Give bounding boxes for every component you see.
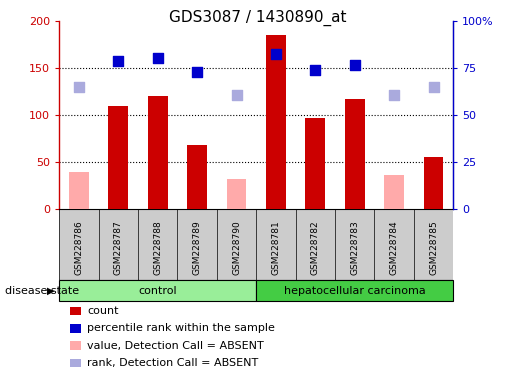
Text: disease state: disease state xyxy=(5,286,79,296)
Point xyxy=(153,55,162,61)
Text: hepatocellular carcinoma: hepatocellular carcinoma xyxy=(284,286,425,296)
Text: GSM228786: GSM228786 xyxy=(75,220,83,275)
Bar xyxy=(148,96,167,209)
Point xyxy=(232,91,241,98)
Text: ▶: ▶ xyxy=(46,286,54,296)
Point xyxy=(272,51,280,57)
Text: GSM228787: GSM228787 xyxy=(114,220,123,275)
Bar xyxy=(69,172,89,209)
Bar xyxy=(266,35,286,209)
Text: control: control xyxy=(139,286,177,296)
Bar xyxy=(227,179,246,209)
Point xyxy=(351,62,359,68)
Bar xyxy=(109,106,128,209)
Text: value, Detection Call = ABSENT: value, Detection Call = ABSENT xyxy=(87,341,264,351)
Point xyxy=(193,69,201,75)
Text: GSM228788: GSM228788 xyxy=(153,220,162,275)
Text: GSM228781: GSM228781 xyxy=(271,220,280,275)
Text: percentile rank within the sample: percentile rank within the sample xyxy=(87,323,275,333)
Text: count: count xyxy=(87,306,118,316)
Text: GDS3087 / 1430890_at: GDS3087 / 1430890_at xyxy=(169,10,346,26)
Text: GSM228789: GSM228789 xyxy=(193,220,201,275)
Point xyxy=(75,84,83,90)
Bar xyxy=(256,280,453,301)
Bar xyxy=(424,157,443,209)
Point xyxy=(114,58,123,64)
Bar xyxy=(305,118,325,209)
Bar xyxy=(384,175,404,209)
Bar xyxy=(345,99,365,209)
Bar xyxy=(187,145,207,209)
Point xyxy=(430,84,438,90)
Point xyxy=(311,67,319,73)
Text: GSM228782: GSM228782 xyxy=(311,220,320,275)
Text: GSM228783: GSM228783 xyxy=(350,220,359,275)
Bar xyxy=(59,280,256,301)
Text: GSM228785: GSM228785 xyxy=(429,220,438,275)
Text: GSM228790: GSM228790 xyxy=(232,220,241,275)
Point xyxy=(390,91,398,98)
Text: GSM228784: GSM228784 xyxy=(390,220,399,275)
Text: rank, Detection Call = ABSENT: rank, Detection Call = ABSENT xyxy=(87,358,259,368)
